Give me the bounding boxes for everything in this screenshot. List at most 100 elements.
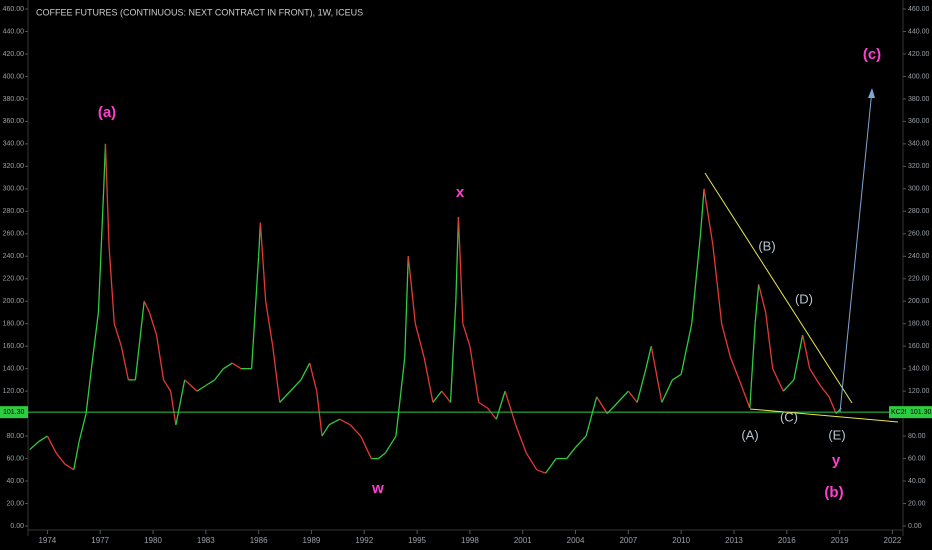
y-tick-label: 140.00 bbox=[908, 365, 930, 372]
price-segment bbox=[328, 418, 340, 426]
price-segment bbox=[289, 379, 302, 392]
price-segment bbox=[279, 390, 291, 403]
price-segment bbox=[462, 323, 471, 347]
y-tick-label: 20.00 bbox=[6, 500, 24, 507]
price-segment bbox=[478, 401, 488, 409]
y-tick-label: 0.00 bbox=[10, 523, 24, 530]
price-segment bbox=[231, 362, 242, 370]
y-tick-label: 340.00 bbox=[908, 141, 930, 148]
price-segment bbox=[672, 373, 682, 381]
price-segment bbox=[384, 435, 397, 454]
price-segment bbox=[300, 362, 311, 381]
y-tick-label: 300.00 bbox=[908, 186, 930, 193]
y-tick-label: 440.00 bbox=[908, 28, 930, 35]
price-segment bbox=[703, 188, 714, 246]
last-price-tag bbox=[889, 406, 932, 419]
price-segment bbox=[214, 368, 224, 381]
y-tick-label: 160.00 bbox=[908, 343, 930, 350]
price-segment bbox=[765, 312, 774, 369]
x-tick-label: 1986 bbox=[250, 536, 268, 545]
price-segment bbox=[265, 301, 274, 347]
y-tick-label: 320.00 bbox=[908, 163, 930, 170]
y-tick-label: 260.00 bbox=[3, 231, 25, 238]
price-segment bbox=[457, 216, 464, 324]
wave-annotation: y bbox=[832, 452, 841, 469]
wave-annotation: (a) bbox=[98, 104, 116, 121]
price-segment bbox=[64, 463, 75, 471]
price-segment bbox=[38, 435, 48, 443]
price-segment bbox=[738, 379, 751, 409]
y-tick-label: 180.00 bbox=[908, 321, 930, 328]
wave-annotation: (b) bbox=[824, 484, 843, 501]
trend-line bbox=[749, 408, 899, 423]
y-tick-label: 120.00 bbox=[3, 388, 25, 395]
x-tick-label: 1977 bbox=[91, 536, 109, 545]
price-segment bbox=[469, 346, 480, 403]
y-tick-label: 360.00 bbox=[3, 118, 25, 125]
x-tick-label: 1980 bbox=[144, 536, 162, 545]
price-segment bbox=[184, 379, 198, 392]
price-segment bbox=[257, 222, 262, 257]
x-tick-label: 2001 bbox=[514, 536, 532, 545]
y-tick-label: 200.00 bbox=[908, 298, 930, 305]
price-segment bbox=[525, 452, 538, 471]
y-tick-label: 200.00 bbox=[3, 298, 25, 305]
y-tick-label: 80.00 bbox=[6, 433, 24, 440]
y-tick-label: 400.00 bbox=[908, 73, 930, 80]
price-segment bbox=[196, 384, 207, 392]
x-tick-label: 1992 bbox=[355, 536, 373, 545]
y-tick-label: 120.00 bbox=[908, 388, 930, 395]
y-tick-label: 260.00 bbox=[908, 231, 930, 238]
x-tick-label: 2016 bbox=[778, 536, 796, 545]
price-segment bbox=[699, 188, 705, 234]
price-segment bbox=[155, 334, 165, 380]
price-segment bbox=[721, 323, 732, 358]
price-segment bbox=[712, 244, 723, 324]
price-segment bbox=[680, 323, 693, 375]
price-segment bbox=[627, 390, 638, 403]
y-tick-label: 420.00 bbox=[3, 51, 25, 58]
price-segment bbox=[782, 379, 795, 392]
x-tick-label: 2019 bbox=[831, 536, 849, 545]
price-segment bbox=[802, 334, 811, 369]
price-segment bbox=[432, 390, 443, 403]
x-tick-label: 1974 bbox=[38, 536, 56, 545]
y-tick-label: 40.00 bbox=[6, 478, 24, 485]
wave-label: (E) bbox=[828, 427, 845, 442]
x-tick-label: 1983 bbox=[197, 536, 215, 545]
price-segment bbox=[645, 346, 652, 369]
price-segment bbox=[441, 390, 452, 403]
price-segment bbox=[104, 143, 110, 246]
projection-arrow bbox=[839, 89, 873, 413]
wave-label: (A) bbox=[741, 427, 758, 442]
last-price-label: 101.30 bbox=[910, 409, 932, 416]
y-tick-label: 300.00 bbox=[3, 186, 25, 193]
trend-line bbox=[704, 172, 853, 404]
y-tick-label: 380.00 bbox=[3, 96, 25, 103]
price-segment bbox=[596, 396, 608, 414]
price-segment bbox=[169, 391, 177, 425]
price-segment bbox=[349, 424, 362, 437]
price-segment bbox=[504, 390, 517, 426]
x-tick-label: 2007 bbox=[619, 536, 637, 545]
price-segment bbox=[636, 368, 647, 403]
price-segment bbox=[73, 441, 80, 470]
price-segment bbox=[360, 435, 372, 459]
wave-annotation: x bbox=[456, 184, 465, 201]
chart-title: COFFEE FUTURES (CONTINUOUS: NEXT CONTRAC… bbox=[36, 7, 363, 17]
price-segment bbox=[134, 301, 145, 380]
price-segment bbox=[414, 323, 425, 358]
last-price-label: 101.30 bbox=[3, 409, 25, 416]
price-segment bbox=[85, 368, 93, 414]
price-segment bbox=[729, 357, 740, 381]
y-tick-label: 460.00 bbox=[3, 6, 25, 13]
price-segment bbox=[113, 323, 122, 347]
arrow-head bbox=[868, 88, 875, 98]
price-segment bbox=[809, 368, 821, 386]
price-segment bbox=[828, 396, 837, 414]
price-segment bbox=[120, 346, 129, 381]
y-tick-label: 240.00 bbox=[908, 253, 930, 260]
price-segment bbox=[793, 334, 804, 381]
